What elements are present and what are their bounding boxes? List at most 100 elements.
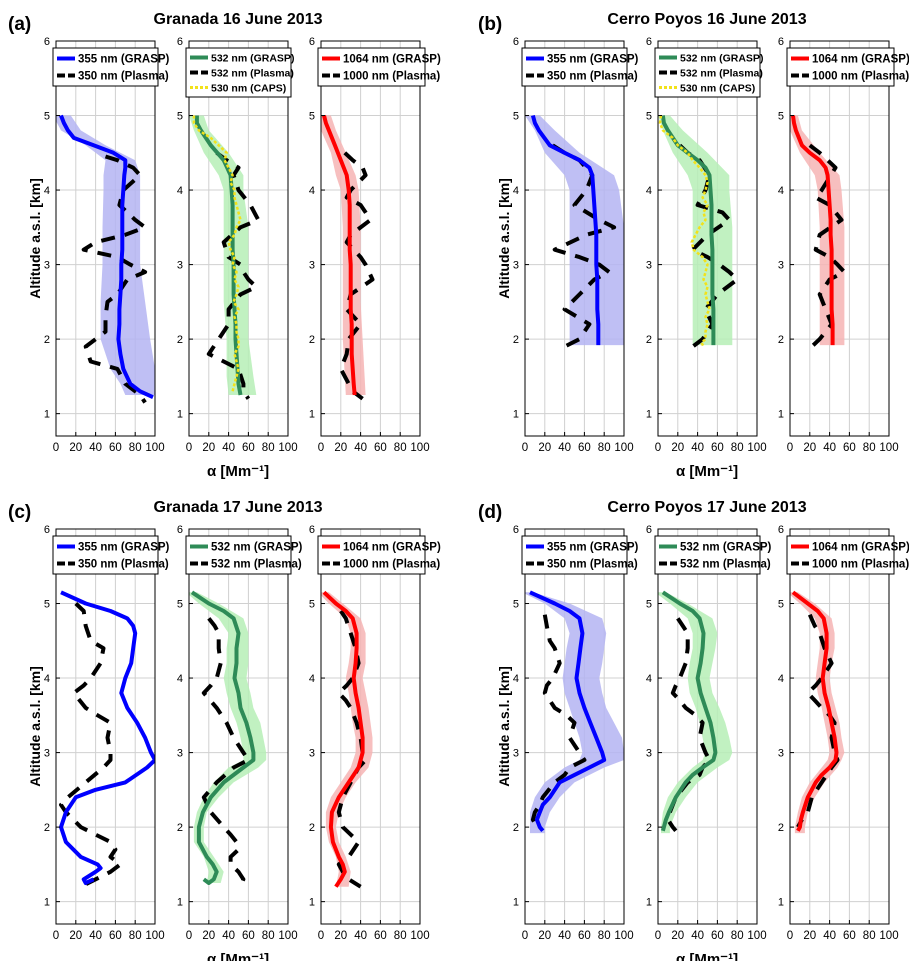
y-tick-label: 3	[44, 260, 50, 272]
legend-label: 1000 nm (Plasma)	[812, 71, 909, 83]
legend: 1064 nm (GRASP) 1000 nm (Plasma)	[317, 47, 441, 87]
x-tick-label: 20	[803, 442, 816, 454]
series-line	[322, 115, 357, 396]
x-tick-label: 40	[89, 930, 102, 942]
x-tick-label: 80	[394, 930, 407, 942]
x-axis-label: α [Mm⁻¹]	[207, 463, 269, 480]
y-tick-label: 2	[778, 822, 784, 834]
x-tick-label: 40	[691, 930, 704, 942]
x-tick-label: 60	[374, 442, 387, 454]
x-tick-label: 0	[655, 442, 661, 454]
x-tick-label: 80	[731, 442, 744, 454]
series-line	[201, 617, 251, 888]
legend-label: 1064 nm (GRASP)	[343, 542, 441, 554]
series-line	[59, 602, 123, 889]
plot-content	[56, 114, 155, 404]
series-line	[660, 590, 718, 832]
x-tick-label: 100	[879, 442, 898, 454]
plot-content	[525, 114, 624, 349]
y-tick-label: 2	[177, 334, 183, 346]
plot-content	[658, 590, 733, 834]
legend: 532 nm (GRASP) 532 nm (Plasma)	[654, 535, 772, 575]
x-tick-label: 60	[711, 442, 724, 454]
x-tick-label: 80	[598, 930, 611, 942]
legend-label: 1064 nm (GRASP)	[343, 54, 441, 66]
y-tick-label: 6	[646, 524, 652, 536]
y-tick-label: 4	[44, 185, 50, 197]
x-tick-label: 100	[614, 442, 633, 454]
y-tick-label: 3	[309, 748, 315, 760]
series-line	[81, 154, 148, 404]
legend: 355 nm (GRASP) 350 nm (Plasma)	[521, 47, 639, 87]
legend-label: 532 nm (Plasma)	[211, 68, 294, 80]
legend-label: 350 nm (Plasma)	[78, 71, 169, 83]
y-tick-label: 5	[778, 599, 784, 611]
y-tick-label: 4	[646, 185, 652, 197]
y-tick-label: 6	[309, 36, 315, 48]
x-axis-label: α [Mm⁻¹]	[207, 951, 269, 961]
x-tick-label: 100	[278, 930, 297, 942]
series-line	[190, 590, 256, 885]
x-tick-label: 60	[843, 442, 856, 454]
series-line	[660, 115, 716, 346]
series-line	[529, 590, 607, 833]
y-tick-label: 2	[309, 334, 315, 346]
y-tick-label: 6	[44, 36, 50, 48]
uncertainty-band	[189, 115, 257, 395]
y-axis-label: Altitude a.s.l. [km]	[496, 666, 512, 787]
legend-label: 1000 nm (Plasma)	[343, 71, 440, 83]
y-tick-label: 5	[309, 111, 315, 123]
x-tick-label: 20	[538, 930, 551, 942]
x-tick-label: 40	[354, 930, 367, 942]
y-tick-label: 5	[44, 111, 50, 123]
y-tick-label: 1	[309, 897, 315, 909]
axes-frame	[188, 528, 289, 925]
y-tick-label: 1	[646, 897, 652, 909]
axes-frame	[55, 528, 156, 925]
series-line	[530, 614, 587, 829]
legend-box	[52, 47, 159, 87]
y-tick-label: 1	[309, 409, 315, 421]
x-tick-label: 20	[671, 930, 684, 942]
series-line	[192, 115, 242, 392]
x-tick-label: 100	[614, 930, 633, 942]
legend: 1064 nm (GRASP) 1000 nm (Plasma)	[786, 47, 909, 87]
legend-label: 355 nm (GRASP)	[78, 542, 170, 554]
y-tick-label: 1	[177, 409, 183, 421]
plot-content	[189, 115, 261, 400]
x-tick-label: 0	[318, 930, 324, 942]
y-tick-label: 2	[513, 822, 519, 834]
panel-title: Granada 17 June 2013	[154, 499, 323, 516]
legend-label: 350 nm (Plasma)	[78, 559, 169, 571]
axes-frame	[524, 528, 625, 925]
y-tick-label: 6	[778, 524, 784, 536]
y-tick-label: 3	[778, 260, 784, 272]
legend-label: 350 nm (Plasma)	[547, 71, 638, 83]
legend-label: 532 nm (Plasma)	[680, 559, 771, 571]
x-tick-label: 40	[89, 442, 102, 454]
x-tick-label: 80	[129, 442, 142, 454]
y-axis-label: Altitude a.s.l. [km]	[27, 178, 43, 299]
y-tick-label: 1	[778, 409, 784, 421]
x-tick-label: 0	[53, 442, 59, 454]
y-tick-label: 4	[177, 673, 183, 685]
x-tick-label: 40	[558, 442, 571, 454]
axes-frame	[188, 40, 289, 437]
x-tick-label: 0	[318, 442, 324, 454]
legend-label: 1064 nm (GRASP)	[812, 542, 909, 554]
y-tick-label: 2	[646, 822, 652, 834]
y-tick-label: 3	[44, 748, 50, 760]
y-tick-label: 4	[513, 185, 519, 197]
x-tick-label: 40	[823, 930, 836, 942]
plot-content	[658, 115, 740, 349]
legend-box	[786, 535, 895, 575]
panel-title: Cerro Poyos 16 June 2013	[607, 11, 806, 28]
legend: 355 nm (GRASP) 350 nm (Plasma)	[52, 535, 170, 575]
legend-label: 355 nm (GRASP)	[547, 542, 639, 554]
x-axis-label: α [Mm⁻¹]	[676, 951, 738, 961]
legend-label: 1000 nm (Plasma)	[343, 559, 440, 571]
y-tick-label: 6	[778, 36, 784, 48]
x-tick-label: 40	[691, 442, 704, 454]
